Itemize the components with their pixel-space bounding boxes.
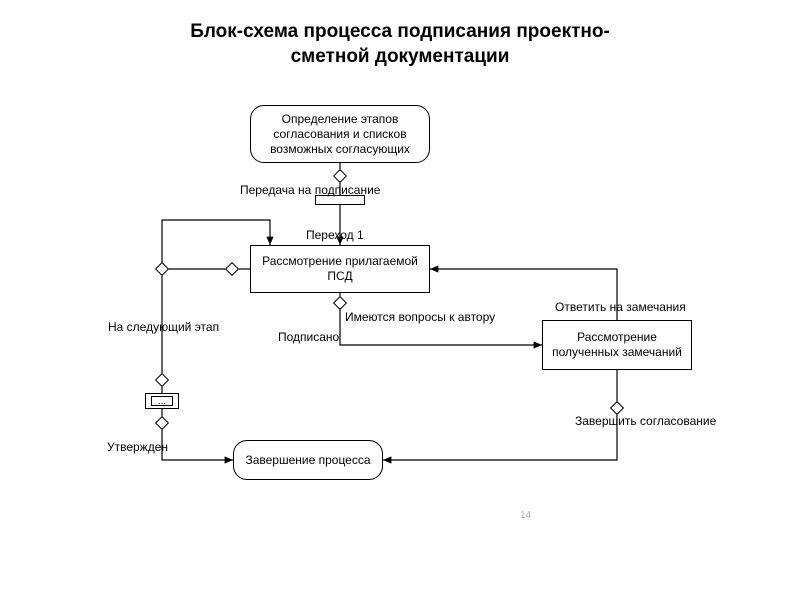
label-next-stage: На следующий этап: [108, 320, 219, 334]
connector-d5: [155, 373, 169, 387]
label-finish-approval: Завершить согласование: [575, 414, 716, 428]
label-transition-1: Переход 1: [306, 228, 364, 242]
node-define-stages: Определение этапов согласования и списко…: [250, 105, 430, 163]
label-approved: Утвержден: [107, 440, 168, 454]
node-finish-process: Завершение процесса: [233, 440, 383, 480]
connector-d7: [610, 401, 624, 415]
connector-d6: [155, 416, 169, 430]
connector-d4: [155, 262, 169, 276]
label-answer-remarks: Ответить на замечания: [555, 300, 686, 314]
node-review-remarks: Рассмотрение полученных замечаний: [542, 320, 692, 370]
connector-d1: [333, 169, 347, 183]
subprocess-ellipsis: ...: [151, 396, 173, 406]
label-has-questions: Имеются вопросы к автору: [345, 310, 495, 324]
label-transfer-sign: Передача на подписание: [240, 183, 380, 197]
page-number: 14: [520, 510, 531, 521]
connector-d2: [333, 296, 347, 310]
connector-d3: [225, 262, 239, 276]
diagram-canvas: Определение этапов согласования и списко…: [0, 0, 800, 600]
label-signed: Подписано: [278, 330, 339, 344]
node-review-psd: Рассмотрение прилагаемой ПСД: [250, 245, 430, 293]
